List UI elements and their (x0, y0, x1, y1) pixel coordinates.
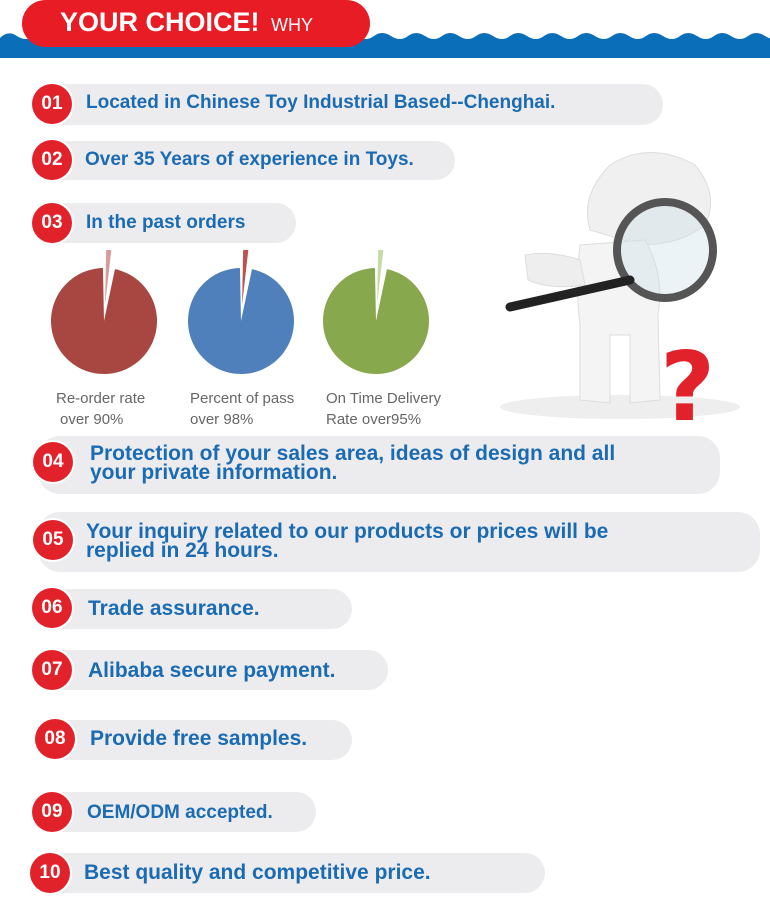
svg-text:?: ? (660, 333, 715, 425)
item-text: Your inquiry related to our products or … (86, 520, 609, 562)
pie-label-delivery: On Time Delivery Rate over95% (326, 388, 441, 430)
pie-label-line2: Rate over95% (326, 411, 422, 428)
item-number-badge: 09 (32, 792, 72, 832)
item-text-line2: your private information. (90, 461, 338, 484)
item-number-badge: 01 (32, 84, 72, 124)
item-text: OEM/ODM accepted. (87, 802, 273, 823)
item-text: Over 35 Years of experience in Toys. (85, 149, 414, 170)
question-mark-icon: ? (660, 333, 715, 425)
header-subtitle: WHY (271, 15, 314, 35)
item-text-line1: Protection of your sales area, ideas of … (90, 442, 616, 465)
item-10-pill (38, 853, 545, 893)
item-number-badge: 03 (32, 203, 72, 243)
item-number-badge: 07 (32, 650, 72, 690)
pie-slice-small (105, 250, 112, 306)
item-01-pill (38, 84, 663, 125)
pie-label-line2: over 98% (190, 411, 254, 428)
pie-label-line1: On Time Delivery (326, 390, 442, 407)
item-08-pill (38, 720, 352, 760)
header-title: YOUR CHOICE! (60, 7, 260, 37)
item-number-badge: 08 (35, 719, 75, 759)
item-number-badge: 04 (33, 442, 73, 482)
item-03-pill (38, 203, 296, 243)
item-text-line1: Your inquiry related to our products or … (86, 520, 609, 543)
figure-magnifying-glass-illustration: ? (500, 152, 740, 425)
item-text: Protection of your sales area, ideas of … (90, 442, 616, 484)
item-02-pill (38, 141, 455, 180)
pie-label-line1: Re-order rate (56, 390, 146, 407)
pie-slice-main (188, 268, 294, 374)
pie-label-reorder: Re-order rate over 90% (56, 388, 145, 430)
item-text: Alibaba secure payment. (88, 659, 336, 682)
pie-label-line2: over 90% (60, 411, 124, 428)
pie-slice-main (50, 268, 157, 374)
item-number-badge: 06 (32, 588, 72, 628)
item-text: Trade assurance. (88, 597, 260, 620)
item-number-badge: 02 (32, 140, 72, 180)
item-text: Located in Chinese Toy Industrial Based-… (86, 92, 556, 113)
item-text: Best quality and competitive price. (84, 861, 431, 884)
item-text: Provide free samples. (90, 727, 308, 750)
pie-chart-pass-rate (188, 250, 294, 374)
pie-slice-main (323, 268, 429, 374)
item-text-line2: replied in 24 hours. (86, 539, 279, 562)
item-06-pill (38, 589, 352, 629)
item-text: In the past orders (86, 212, 246, 233)
item-number-badge: 10 (30, 853, 70, 893)
pie-chart-reorder-rate (50, 250, 157, 374)
item-04-pill (38, 436, 720, 494)
item-09-pill (38, 792, 316, 832)
item-07-pill (38, 650, 388, 690)
pie-chart-delivery-rate (323, 250, 429, 374)
header-badge: YOUR CHOICE! WHY (22, 0, 370, 47)
pie-label-line1: Percent of pass (190, 390, 295, 407)
item-05-pill (38, 512, 760, 572)
item-number-badge: 05 (33, 520, 73, 560)
pie-label-pass: Percent of pass over 98% (190, 388, 294, 430)
